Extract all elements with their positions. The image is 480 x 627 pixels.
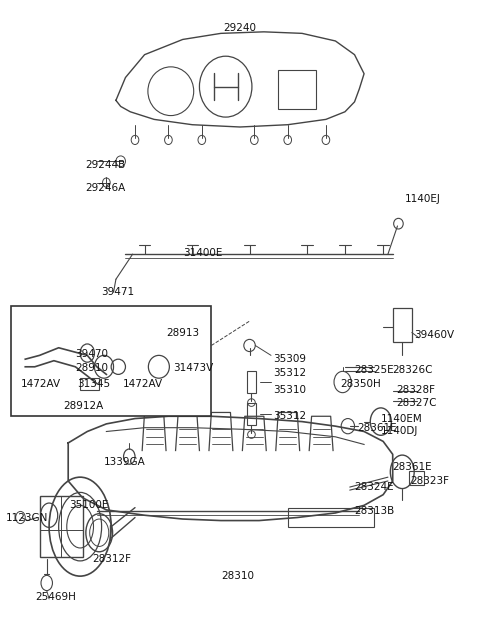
- Text: 39471: 39471: [102, 287, 135, 297]
- Text: 28313B: 28313B: [355, 507, 395, 517]
- Text: 28913: 28913: [166, 327, 199, 337]
- FancyBboxPatch shape: [11, 306, 211, 416]
- Text: 1140EJ: 1140EJ: [405, 194, 441, 204]
- Text: 1472AV: 1472AV: [123, 379, 163, 389]
- Text: 29240: 29240: [224, 23, 256, 33]
- Text: 28350H: 28350H: [340, 379, 381, 389]
- Text: 35312: 35312: [274, 411, 307, 421]
- Text: 28912A: 28912A: [63, 401, 104, 411]
- Text: 35309: 35309: [274, 354, 306, 364]
- Text: 29244B: 29244B: [85, 160, 125, 170]
- Text: 31473V: 31473V: [173, 362, 214, 372]
- Text: 31400E: 31400E: [183, 248, 222, 258]
- Text: 28361E: 28361E: [393, 462, 432, 472]
- Text: 39470: 39470: [75, 349, 108, 359]
- Text: 28327C: 28327C: [396, 398, 437, 408]
- Text: 28326C: 28326C: [392, 365, 432, 375]
- Text: 1339GA: 1339GA: [104, 457, 146, 467]
- Text: 28328F: 28328F: [396, 384, 435, 394]
- Text: 28310: 28310: [221, 571, 254, 581]
- Text: 28325E: 28325E: [355, 365, 394, 375]
- Text: 28324E: 28324E: [355, 482, 394, 492]
- Text: 31345: 31345: [77, 379, 110, 389]
- Text: 28361E: 28361E: [357, 423, 396, 433]
- Text: 39460V: 39460V: [414, 330, 454, 340]
- Text: 35312: 35312: [274, 368, 307, 378]
- Text: 28910: 28910: [75, 362, 108, 372]
- Text: 1472AV: 1472AV: [21, 379, 60, 389]
- Text: 28312F: 28312F: [92, 554, 131, 564]
- Text: 1140DJ: 1140DJ: [381, 426, 418, 436]
- Text: 25469H: 25469H: [36, 592, 77, 602]
- Text: 35310: 35310: [274, 384, 306, 394]
- Text: 1123GN: 1123GN: [6, 512, 48, 522]
- Text: 29246A: 29246A: [85, 183, 125, 193]
- Text: 1140EM: 1140EM: [381, 414, 422, 424]
- Text: 28323F: 28323F: [410, 476, 449, 486]
- Text: 35100E: 35100E: [70, 500, 109, 510]
